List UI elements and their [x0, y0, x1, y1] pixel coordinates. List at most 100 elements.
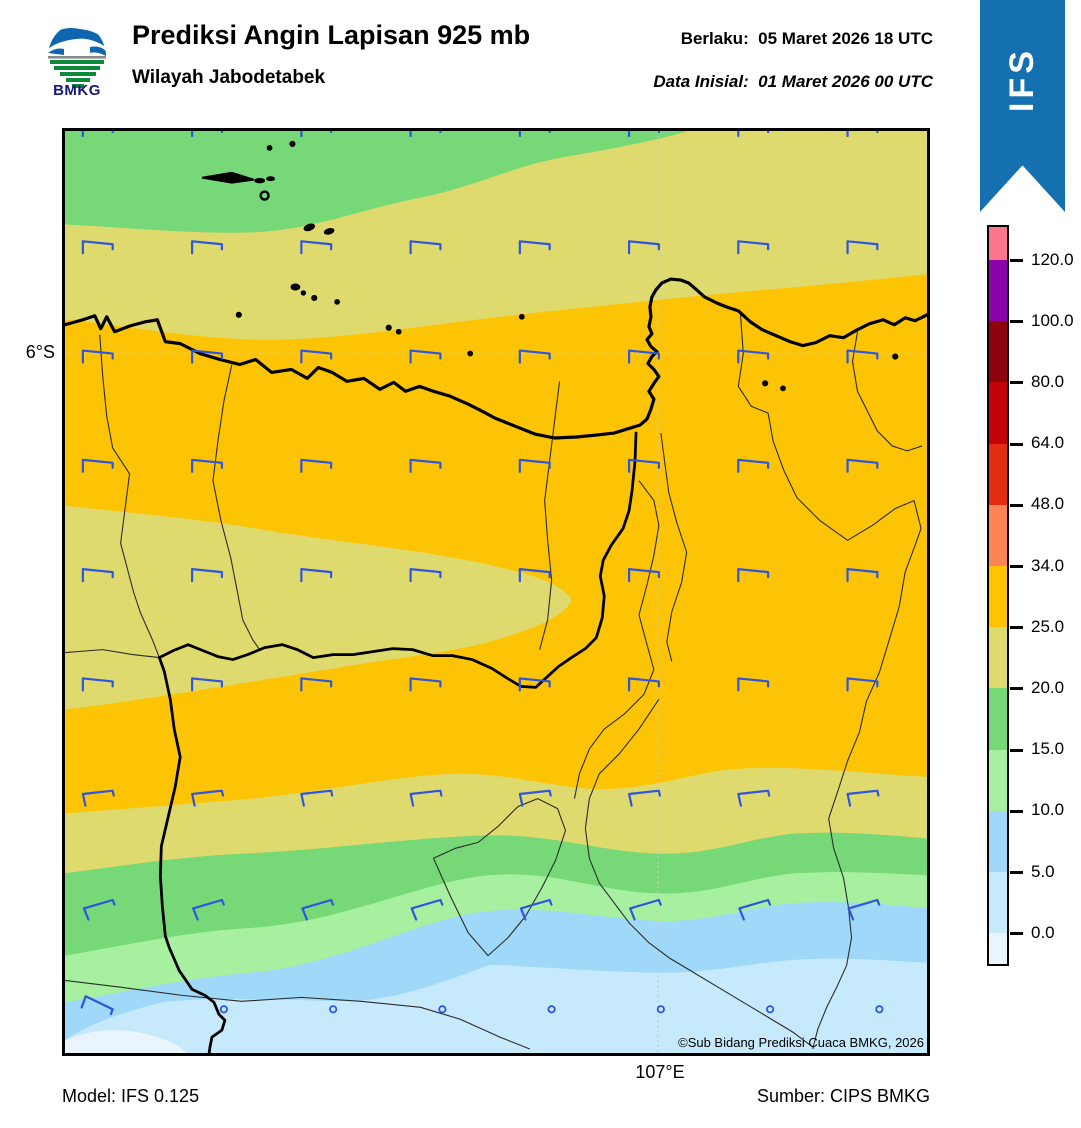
- wind-barb: [81, 458, 114, 473]
- colorbar-tick: [1010, 932, 1023, 936]
- wind-barb: [81, 240, 114, 255]
- wind-barb: [409, 131, 442, 138]
- colorbar-segment: [989, 872, 1007, 934]
- wind-barb: [409, 677, 442, 692]
- wind-barb: [518, 349, 551, 364]
- coastline: [65, 277, 927, 440]
- colorbar-segment: [989, 321, 1007, 383]
- footer-model: Model: IFS 0.125: [62, 1086, 200, 1106]
- wind-barb: [737, 789, 771, 807]
- colorbar-tick-label: 5.0: [1031, 861, 1055, 881]
- wind-barb: [737, 568, 770, 583]
- map-canvas: [65, 131, 927, 1053]
- footer-source: Sumber: CIPS BMKG: [756, 1086, 930, 1106]
- bmkg-logo: [48, 24, 106, 90]
- wind-barb: [627, 240, 660, 255]
- wind-barb: [738, 898, 772, 921]
- bmkg-logo-art: [48, 24, 106, 90]
- colorbar-tick: [1010, 565, 1023, 568]
- colorbar-segment: [989, 382, 1007, 444]
- calm-wind-circle: [438, 1005, 447, 1014]
- valid-time: Berlaku: 05 Maret 2026 18 UTC: [680, 29, 933, 48]
- bmkg-logo-text: BMKG: [53, 82, 101, 99]
- wind-barb: [846, 240, 879, 255]
- calm-wind-circle: [219, 1005, 228, 1014]
- wind-barb: [519, 898, 553, 921]
- wind-barb: [301, 898, 335, 921]
- wind-barb: [409, 349, 442, 364]
- colorbar-segment: [989, 443, 1007, 505]
- wind-barb: [846, 677, 879, 692]
- colorbar-tick: [1010, 259, 1023, 262]
- wind-barb: [191, 677, 224, 692]
- wind-barb: [846, 789, 880, 807]
- calm-wind-circle: [766, 1005, 775, 1014]
- wind-barb: [300, 458, 333, 473]
- jakarta-boundary: [157, 431, 638, 689]
- wind-barb: [300, 568, 333, 583]
- wind-barb: [409, 568, 442, 583]
- wind-barb: [518, 677, 551, 692]
- colorbar-segment: [989, 688, 1007, 750]
- colorbar-tick: [1010, 626, 1023, 630]
- wind-barb: [80, 995, 114, 1016]
- colorbar-tick-label: 15.0: [1031, 739, 1065, 759]
- wind-barb: [846, 458, 879, 473]
- wind-barb: [191, 131, 224, 138]
- colorbar-tick-label: 120.0: [1031, 249, 1074, 269]
- islands: [201, 140, 899, 392]
- latitude-label: 6°S: [25, 342, 55, 362]
- colorbar-tick: [1010, 442, 1023, 446]
- colorbar-tick-label: 80.0: [1031, 371, 1065, 391]
- wind-barb: [629, 898, 662, 921]
- wind-barb: [191, 789, 225, 807]
- colorbar-tick-label: 48.0: [1031, 494, 1065, 514]
- colorbar-tick: [1010, 381, 1023, 385]
- colorbar-tick: [1010, 748, 1023, 752]
- wind-barb: [627, 677, 660, 692]
- wind-barb: [737, 677, 770, 692]
- wind-barb: [737, 458, 770, 473]
- wind-barb: [300, 131, 333, 138]
- wind-barb: [191, 349, 224, 364]
- wind-barb: [628, 789, 661, 807]
- page-subtitle: Wilayah Jabodetabek: [132, 67, 326, 88]
- wind-barb: [409, 240, 442, 255]
- wind-barb: [191, 240, 224, 255]
- wind-barb: [192, 898, 225, 921]
- wind-speed-colorbar: 120.0 100.0 80.0 64.0 48.0 34.0 25.0 20.0 15.0 10…: [987, 225, 1081, 967]
- wind-barb: [627, 131, 660, 138]
- wind-barb: [81, 349, 114, 364]
- wind-barb: [300, 240, 333, 255]
- wind-barb: [627, 568, 660, 583]
- calm-wind-circle: [656, 1005, 665, 1014]
- model-ribbon-label: IFS: [1003, 47, 1041, 113]
- colorbar-tick: [1010, 687, 1023, 691]
- province-boundaries: [157, 431, 638, 1053]
- colorbar-tick-label: 64.0: [1031, 433, 1065, 453]
- wind-barb: [81, 568, 114, 583]
- wind-barb: [518, 789, 552, 807]
- band-below-0-lens: [65, 1030, 187, 1053]
- colorbar-segment: [989, 933, 1007, 964]
- wind-barb: [81, 677, 114, 692]
- colorbar-tick-label: 25.0: [1031, 616, 1065, 636]
- colorbar-tick-label: 0.0: [1031, 922, 1055, 942]
- wind-barb-grid: [80, 131, 884, 1016]
- wind-barb: [627, 349, 660, 364]
- wind-barb: [847, 898, 881, 921]
- wind-barb: [300, 349, 333, 364]
- wind-barb: [737, 131, 770, 138]
- colorbar-segment: [989, 749, 1007, 811]
- band-0-5-low: [65, 958, 927, 1053]
- map-panel: ©Sub Bidang Prediksi Cuaca BMKG, 2026: [62, 128, 930, 1056]
- wind-barb: [518, 240, 551, 255]
- colorbar-segment: [989, 504, 1007, 566]
- colorbar-tick-label: 34.0: [1031, 555, 1065, 575]
- colorbar-tick: [1010, 871, 1023, 874]
- colorbar-tick: [1010, 809, 1023, 813]
- colorbar-tick-label: 20.0: [1031, 677, 1065, 697]
- wind-barb: [300, 789, 334, 807]
- colorbar-bar: [987, 225, 1009, 966]
- band-15-20-top: [65, 131, 689, 233]
